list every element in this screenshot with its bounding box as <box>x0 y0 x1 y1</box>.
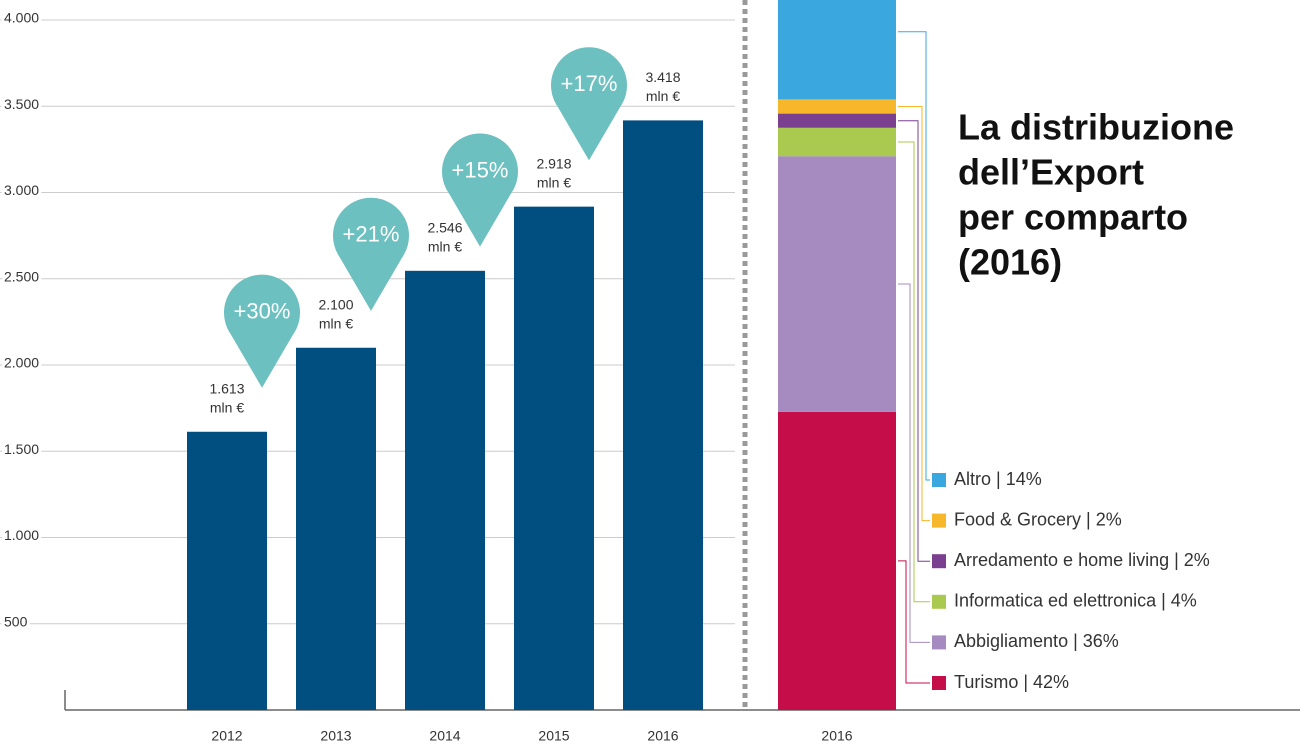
x-tick-label: 2013 <box>320 728 351 744</box>
connector <box>898 31 930 481</box>
x-tick-label: 2016 <box>647 728 678 744</box>
legend-label: Altro | 14% <box>954 469 1042 489</box>
y-tick-label: 1.000 <box>4 527 39 543</box>
legend-label: Abbigliamento | 36% <box>954 631 1119 651</box>
growth-label: +30% <box>234 299 291 324</box>
value-label: 1.613 <box>209 380 244 396</box>
y-tick-label: 4.000 <box>4 10 39 26</box>
bar <box>623 120 703 710</box>
stack-segment <box>778 113 896 128</box>
chart-title: La distribuzione <box>958 107 1234 148</box>
connector <box>898 106 930 522</box>
chart-title: (2016) <box>958 242 1062 283</box>
stack-segment <box>778 0 896 100</box>
y-tick-label: 3.000 <box>4 182 39 198</box>
y-tick-label: 2.500 <box>4 268 39 284</box>
stack-segment <box>778 411 896 710</box>
connector <box>898 141 930 603</box>
y-tick-label: 2.500 <box>4 268 39 284</box>
growth-pin <box>333 197 410 311</box>
stack-segment <box>778 99 896 114</box>
bar <box>296 347 376 710</box>
growth-label: +21% <box>343 222 400 247</box>
legend-swatch <box>932 676 946 690</box>
stack-segment <box>778 127 896 157</box>
legend-label: Turismo | 42% <box>954 672 1069 692</box>
bar <box>514 206 594 710</box>
value-label: mln € <box>646 88 680 104</box>
value-label: 2.546 <box>427 220 462 236</box>
stack-segment <box>778 156 896 412</box>
y-tick-label: 1.500 <box>4 441 39 457</box>
value-label: 2.918 <box>536 155 571 171</box>
bar <box>187 431 267 710</box>
y-tick-label: 500 <box>4 613 28 629</box>
y-tick-label: 3.000 <box>4 182 39 198</box>
legend-label: Food & Grocery | 2% <box>954 509 1122 529</box>
x-tick-label: 2016 <box>821 728 852 744</box>
growth-pin <box>441 133 518 247</box>
x-tick-label: 2014 <box>429 728 460 744</box>
connector <box>898 283 930 643</box>
value-label: mln € <box>319 315 353 331</box>
legend-swatch <box>932 594 946 609</box>
chart-title: per comparto <box>958 197 1188 238</box>
y-tick-label: 1.500 <box>4 441 39 457</box>
x-tick-label: 2012 <box>211 728 242 744</box>
legend-swatch <box>932 513 946 528</box>
y-tick-label: 500 <box>4 613 28 629</box>
chart-title: dell’Export <box>958 152 1144 193</box>
y-tick-label: 3.500 <box>4 96 39 112</box>
connector <box>898 560 930 684</box>
legend-swatch <box>932 473 946 487</box>
value-label: mln € <box>428 239 462 255</box>
growth-pin <box>224 274 300 388</box>
y-tick-label: 2.000 <box>4 355 39 371</box>
y-tick-label: 4.000 <box>4 10 39 26</box>
legend-label: Arredamento e home living | 2% <box>954 550 1210 570</box>
value-label: mln € <box>537 174 571 190</box>
value-label: 2.100 <box>318 296 353 312</box>
x-tick-label: 2015 <box>538 728 569 744</box>
growth-pin <box>551 47 627 161</box>
legend-swatch <box>932 554 946 569</box>
bar <box>405 270 485 710</box>
value-label: mln € <box>210 399 244 415</box>
y-tick-label: 2.000 <box>4 355 39 371</box>
growth-label: +17% <box>561 71 618 96</box>
connector <box>898 120 930 562</box>
y-tick-label: 1.000 <box>4 527 39 543</box>
legend-label: Informatica ed elettronica | 4% <box>954 591 1197 611</box>
legend-swatch <box>932 635 946 650</box>
growth-label: +15% <box>452 157 509 182</box>
y-tick-label: 3.500 <box>4 96 39 112</box>
value-label: 3.418 <box>645 69 680 85</box>
